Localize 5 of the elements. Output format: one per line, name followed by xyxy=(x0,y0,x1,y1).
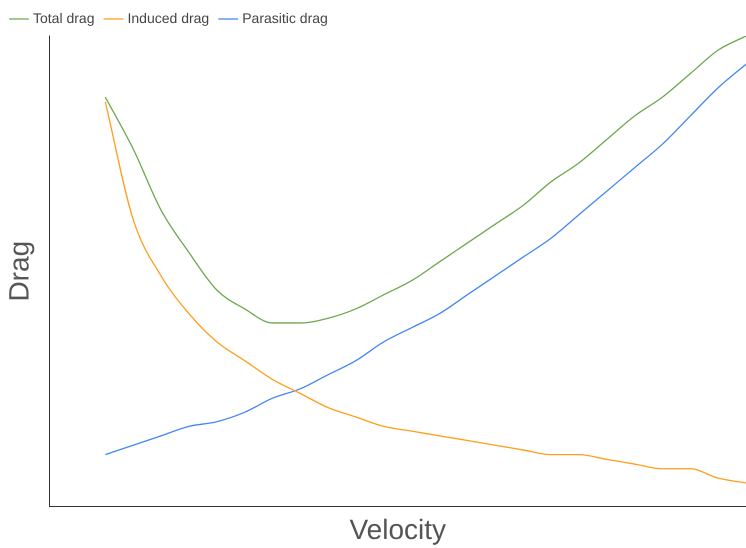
legend-label: Parasitic drag xyxy=(242,10,328,26)
x-axis-title: Velocity xyxy=(350,514,446,545)
y-axis-title: Drag xyxy=(4,240,35,302)
legend-label: Total drag xyxy=(33,10,94,26)
legend-label: Induced drag xyxy=(127,10,210,26)
